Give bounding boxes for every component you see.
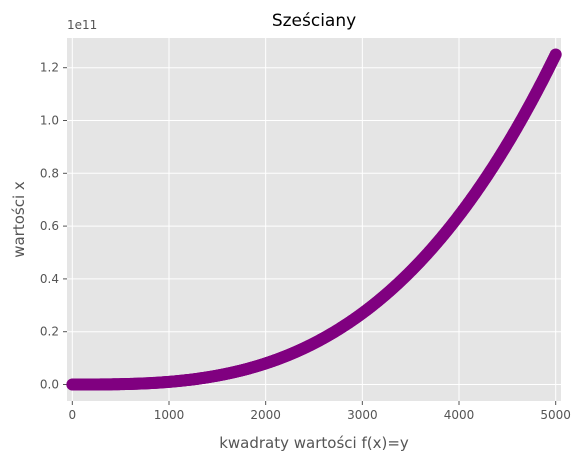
y-tick-label: 1.2 bbox=[40, 61, 59, 75]
chart-title: Sześciany bbox=[272, 11, 356, 31]
ticks: 0 1000 2000 3000 4000 5000 0.0 0.2 0.4 0.6 0.8 1.0 1… bbox=[40, 61, 571, 422]
x-tick-label: 2000 bbox=[250, 408, 281, 422]
x-tick-label: 4000 bbox=[444, 408, 475, 422]
scatter-point bbox=[549, 48, 562, 61]
y-tick-label: 1.0 bbox=[40, 114, 59, 128]
y-tick-label: 0.4 bbox=[40, 272, 59, 286]
y-tick-label: 0.8 bbox=[40, 166, 59, 180]
x-axis-label: kwadraty wartości f(x)=y bbox=[219, 434, 409, 452]
y-axis-label: wartości x bbox=[10, 181, 28, 258]
data-points bbox=[66, 48, 562, 391]
y-tick-label: 0.2 bbox=[40, 325, 59, 339]
y-tick-label: 0.6 bbox=[40, 219, 59, 233]
x-tick-label: 1000 bbox=[154, 408, 185, 422]
y-tick-label: 0.0 bbox=[40, 378, 59, 392]
grid bbox=[67, 38, 561, 401]
x-tick-label: 5000 bbox=[540, 408, 571, 422]
y-axis-offset-text: 1e11 bbox=[67, 18, 97, 32]
x-tick-label: 3000 bbox=[347, 408, 378, 422]
x-tick-label: 0 bbox=[68, 408, 76, 422]
